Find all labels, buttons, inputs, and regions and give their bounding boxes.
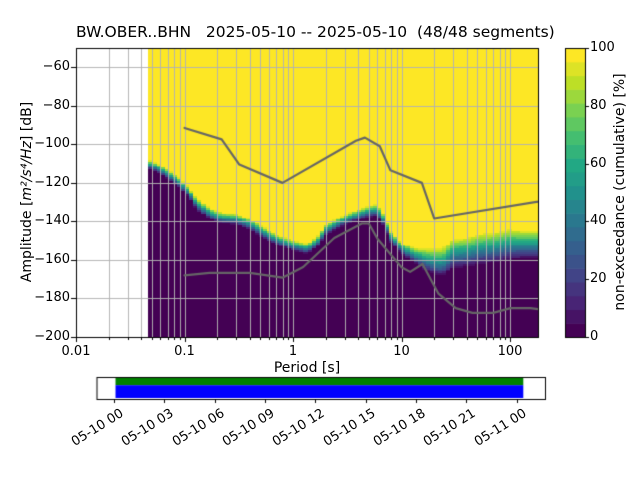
y-tick-label: −140 — [34, 213, 70, 229]
colorbar-tick-label: 40 — [590, 213, 607, 229]
plot-title: BW.OBER..BHN 2025-05-10 -- 2025-05-10 (4… — [76, 23, 555, 41]
y-tick-label: −180 — [34, 290, 70, 306]
y-tick-label: −200 — [34, 329, 70, 344]
y-tick-label: −60 — [42, 59, 70, 75]
y-tick-label: −100 — [34, 136, 70, 152]
x-tick-label: 100 — [497, 344, 523, 359]
x-tick-label: 0.01 — [61, 344, 91, 359]
colorbar-tick-label: 80 — [590, 97, 607, 113]
y-tick-label: −160 — [34, 251, 70, 267]
colorbar-tick-label: 60 — [590, 155, 607, 171]
x-tick-label: 0.1 — [174, 344, 195, 359]
colorbar-tick-label: 100 — [590, 40, 615, 55]
x-tick-label: 10 — [393, 344, 410, 359]
y-tick-label: −120 — [34, 174, 70, 190]
y-tick-label: −80 — [42, 97, 70, 113]
x-axis-label: Period [s] — [273, 360, 341, 376]
x-tick-label: 1 — [288, 344, 298, 359]
colorbar-tick-label: 0 — [590, 329, 599, 344]
colorbar-label: non-exceedance (cumulative) [%] — [612, 73, 628, 311]
colorbar-tick-label: 20 — [590, 271, 607, 287]
